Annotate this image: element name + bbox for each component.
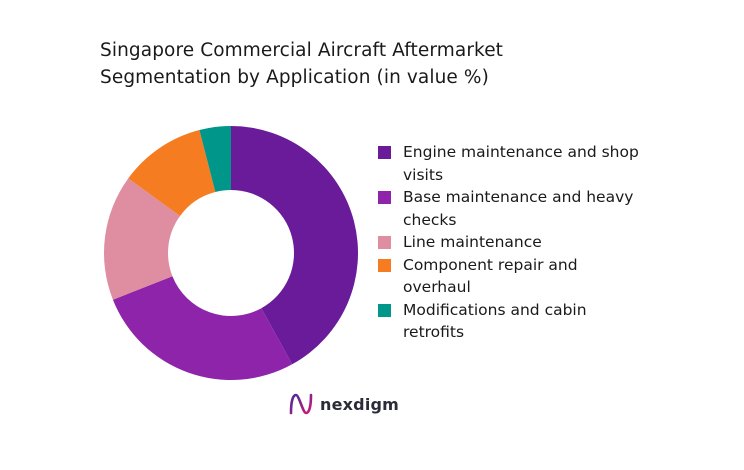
nexdigm-logo-text: nexdigm	[320, 394, 400, 414]
legend-item-line: Line maintenance	[378, 231, 648, 254]
slice-line	[104, 178, 181, 300]
legend-item-component: Component repair and overhaul	[378, 254, 648, 299]
legend-label: Component repair and overhaul	[403, 255, 578, 297]
legend-swatch	[378, 146, 391, 159]
chart-legend: Engine maintenance and shop visits Base …	[378, 141, 648, 344]
chart-title-line-1: Singapore Commercial Aircraft Aftermarke…	[100, 40, 504, 61]
legend-swatch	[378, 258, 391, 272]
legend-label: Base maintenance and heavy checks	[403, 188, 634, 229]
legend-item-modifications: Modifications and cabin retrofits	[378, 299, 648, 344]
legend-swatch	[378, 191, 391, 204]
legend-swatch	[378, 303, 391, 317]
nexdigm-logo: nexdigm	[288, 393, 399, 415]
legend-label: Modifications and cabin retrofits	[403, 300, 587, 342]
slice-base	[112, 276, 293, 380]
nexdigm-logo-icon	[289, 393, 313, 415]
legend-item-engine: Engine maintenance and shop visits	[378, 141, 648, 186]
legend-label: Line maintenance	[403, 233, 542, 251]
chart-title-line-2: Segmentation by Application (in value %)	[100, 67, 489, 88]
chart-title: Singapore Commercial Aircraft Aftermarke…	[100, 37, 620, 91]
legend-label: Engine maintenance and shop visits	[403, 143, 639, 184]
legend-swatch	[378, 236, 391, 249]
donut-chart	[104, 126, 359, 380]
slice-component	[128, 129, 216, 216]
slice-engine	[231, 126, 359, 365]
legend-item-base: Base maintenance and heavy checks	[378, 186, 648, 231]
slice-modifications	[199, 126, 231, 192]
